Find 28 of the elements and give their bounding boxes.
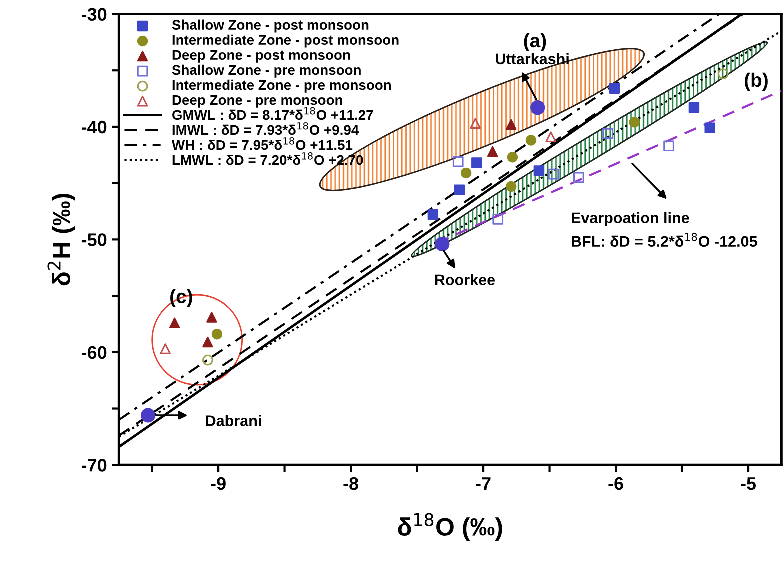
x-tick-label: -5 [741,478,756,490]
legend-label: Intermediate Zone - post monsoon [172,34,399,48]
y-tick-label: -30 [82,8,107,21]
legend-label: IMWL : δD = 7.93*δ$^{18}$O +9.94 [172,122,360,136]
annotation: (b) [745,72,768,91]
legend-label: Deep Zone - post monsoon [172,50,350,63]
x-tick-label: -9 [211,477,226,490]
x-axis-title: δ$^{18}$O (‰) [398,513,502,541]
legend-label: Intermediate Zone - pre monsoon [172,80,392,93]
legend-label: GMWL : δD = 8.17*δ$^{18}$O +11.27 [172,107,374,120]
x-tick-label: -6 [608,477,624,490]
annotation: BFL: δD = 5.2*δ$^{18}$O -12.05 [572,233,758,248]
annotation: Dabrani [206,415,262,426]
y-tick-label: -50 [82,234,107,246]
y-tick-label: -60 [82,346,107,360]
annotation: Uttarkashi [496,53,569,65]
y-tick-label: -70 [82,459,107,472]
legend-label: Shallow Zone - pre monsoon [172,64,361,78]
legend-label: Deep Zone - pre monsoon [172,95,342,108]
legend-label: WH : δD = 7.95*δ$^{18}$O +11.51 [172,137,353,150]
x-tick-label: -7 [476,478,491,490]
annotation: Roorkee [435,274,496,286]
legend-label: Shallow Zone - post monsoon [172,20,369,33]
annotation: (a) [524,33,546,52]
annotation: Evarpoation line [572,212,690,227]
y-tick-label: -40 [82,120,107,134]
x-tick-label: -8 [344,477,359,490]
y-axis-title: δ$^{2}$H (‰) [48,194,76,286]
